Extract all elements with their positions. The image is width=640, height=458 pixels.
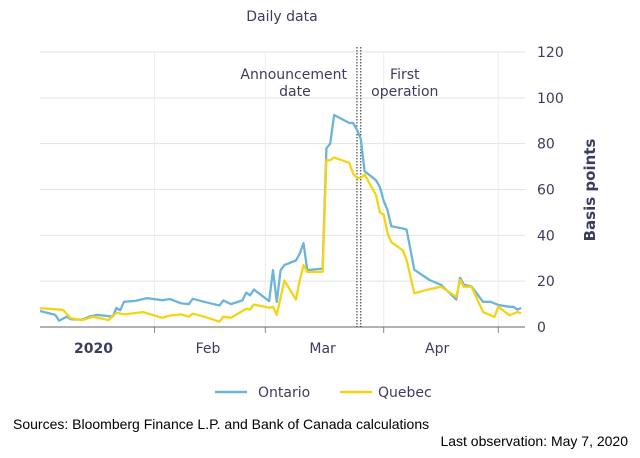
x-axis: 2020 Feb Mar Apr [40,326,525,357]
series-lines [39,113,522,323]
gridlines [40,51,525,327]
y-axis-label: Basis points [581,139,599,242]
y-tick-label: 120 [537,45,564,61]
legend-label-ontario: Ontario [258,385,310,401]
x-tick-label: Feb [196,341,221,357]
legend: Ontario Quebec [215,385,432,401]
legend-label-quebec: Quebec [378,385,432,401]
series-line-quebec [39,156,522,323]
y-tick-label: 20 [537,274,555,290]
y-axis: 0 20 40 60 80 100 120 [537,45,564,336]
marker-label: operation [371,84,438,100]
x-tick-label: Mar [309,341,336,357]
chart-title: Daily data [246,9,317,25]
y-tick-label: 40 [537,228,555,244]
y-tick-label: 60 [537,183,555,199]
y-tick-label: 100 [537,91,564,107]
y-tick-label: 80 [537,137,555,153]
sources-note: Sources: Bloomberg Finance L.P. and Bank… [13,416,430,432]
x-tick-label: 2020 [74,341,113,357]
marker-label: First [390,67,420,83]
last-observation-note: Last observation: May 7, 2020 [440,433,628,449]
series-line-ontario [39,113,522,322]
marker-label: date [279,84,311,100]
marker-label: Announcement [240,67,347,83]
x-tick-label: Apr [425,341,449,357]
y-tick-label: 0 [537,320,546,336]
